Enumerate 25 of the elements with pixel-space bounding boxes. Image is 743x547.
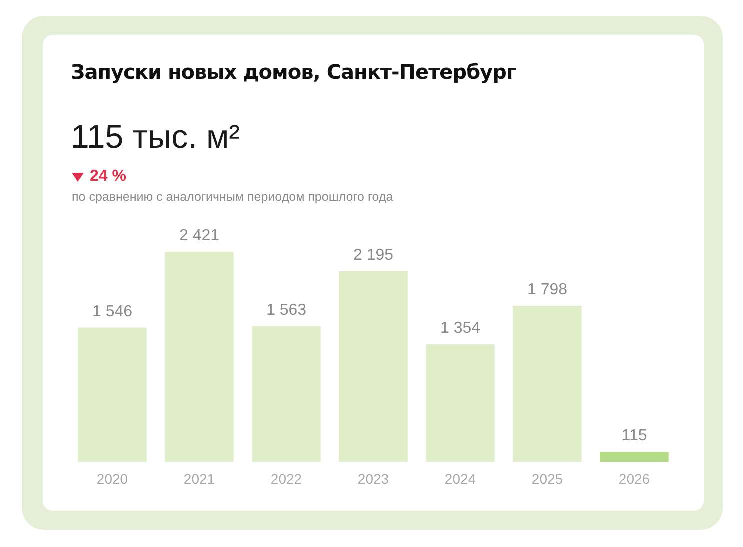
text: по сравнению с аналогичным периодом прошлого года [72,190,394,204]
x-tick-label: 2023 [358,471,390,487]
data-label: 2 195 [353,246,394,264]
data-label: 1 546 [92,303,133,320]
data-label: 1 798 [527,281,568,298]
bar [513,306,582,462]
bar [78,328,147,462]
bar [600,452,669,462]
bar [165,252,234,462]
data-label: 1 563 [266,302,307,319]
chart-subtitle: 115 тыс. м² [71,118,240,156]
x-tick-label: 2026 [618,471,650,487]
x-tick-label: 2022 [270,471,302,487]
bar [252,326,321,462]
text: 24 % [90,168,126,186]
x-tick-label: 2025 [532,471,564,487]
bar [426,344,495,462]
x-tick-label: 2021 [184,471,216,487]
x-tick-label: 2020 [96,471,128,487]
data-label: 115 [622,428,648,445]
bar [339,271,408,462]
chart-title: Запуски новых домов, Санкт-Петербург [71,60,516,84]
data-label: 1 354 [440,320,481,337]
x-tick-label: 2024 [444,471,476,487]
data-label: 2 421 [179,227,220,244]
